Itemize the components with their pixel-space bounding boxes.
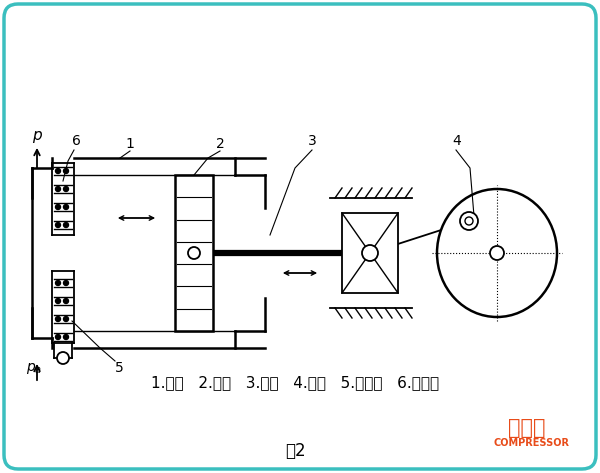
Text: 4: 4: [452, 134, 461, 148]
Circle shape: [490, 246, 504, 260]
Text: 1: 1: [125, 137, 134, 151]
Circle shape: [56, 186, 61, 192]
Circle shape: [64, 222, 68, 228]
Circle shape: [460, 212, 478, 230]
Text: 压缩机: 压缩机: [508, 418, 546, 438]
Bar: [342, 213, 398, 293]
Text: 6: 6: [72, 134, 81, 148]
Circle shape: [64, 334, 68, 340]
Circle shape: [64, 186, 68, 192]
Text: 1.气缸   2.活塞   3.连杆   4.曲柄   5.进气阀   6.出气阀: 1.气缸 2.活塞 3.连杆 4.曲柄 5.进气阀 6.出气阀: [151, 376, 439, 391]
FancyBboxPatch shape: [4, 4, 596, 469]
Circle shape: [56, 168, 61, 174]
Circle shape: [64, 280, 68, 286]
Circle shape: [64, 168, 68, 174]
Circle shape: [56, 280, 61, 286]
Circle shape: [56, 204, 61, 210]
Text: 5: 5: [115, 361, 124, 375]
Text: 图2: 图2: [284, 442, 305, 460]
Text: COMPRESSOR: COMPRESSOR: [494, 438, 570, 448]
Circle shape: [64, 316, 68, 322]
Circle shape: [188, 247, 200, 259]
Ellipse shape: [437, 189, 557, 317]
Circle shape: [362, 245, 378, 261]
Circle shape: [56, 316, 61, 322]
Text: 3: 3: [308, 134, 317, 148]
Text: $p_a$: $p_a$: [26, 361, 42, 376]
Circle shape: [64, 204, 68, 210]
Circle shape: [56, 334, 61, 340]
Text: 2: 2: [215, 137, 224, 151]
Circle shape: [56, 298, 61, 304]
Circle shape: [64, 298, 68, 304]
Circle shape: [57, 352, 69, 364]
Circle shape: [56, 222, 61, 228]
Circle shape: [465, 217, 473, 225]
Text: p: p: [32, 128, 42, 143]
Bar: [175, 175, 213, 331]
